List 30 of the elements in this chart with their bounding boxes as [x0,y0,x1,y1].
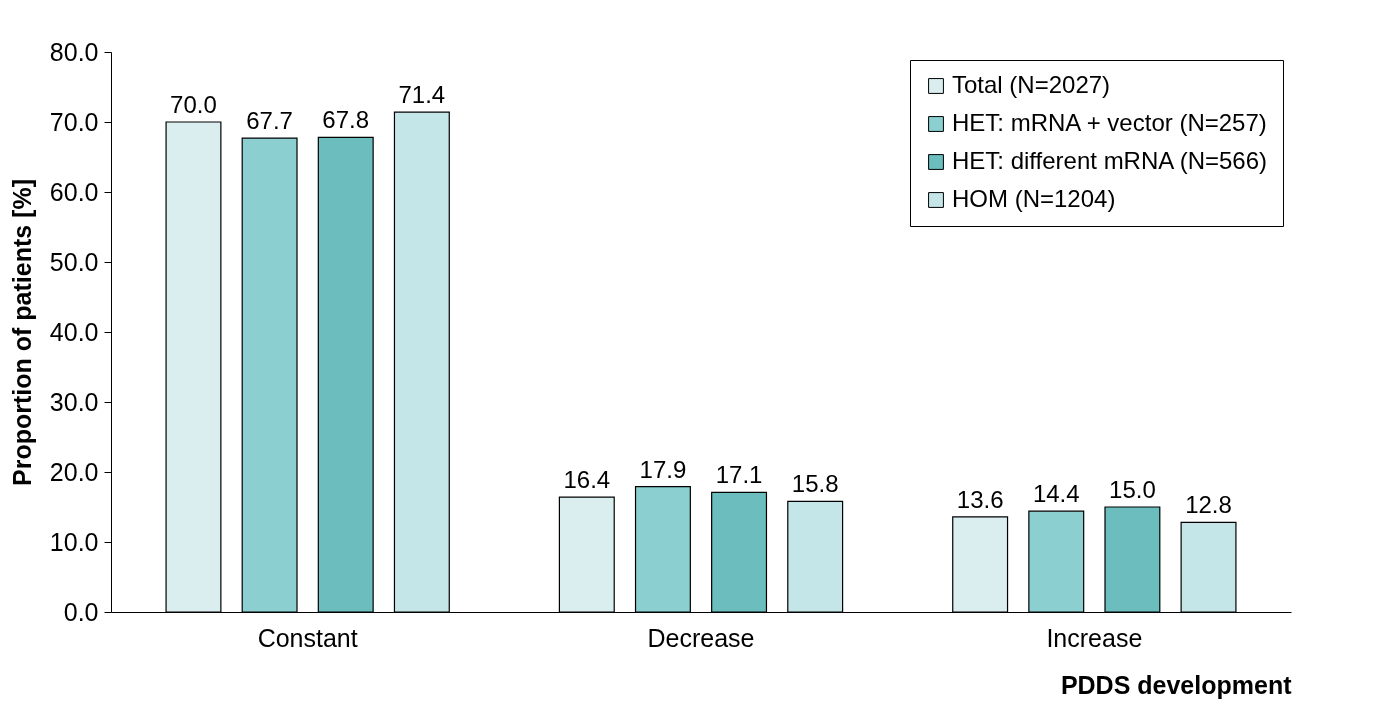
y-tick-label: 10.0 [49,527,99,556]
data-label: 15.0 [1109,476,1156,503]
legend-label: HET: different mRNA (N=566) [952,147,1268,174]
y-tick-label: 80.0 [49,37,99,66]
x-tick-label: Increase [1046,623,1143,652]
y-tick-label: 20.0 [49,457,99,486]
data-label: 67.7 [246,107,293,135]
y-tick-label: 0.0 [63,597,99,626]
legend-label: Total (N=2027) [952,71,1111,98]
x-tick-label: Decrease [647,623,755,652]
legend-label: HET: mRNA + vector (N=257) [952,109,1267,136]
data-label: 15.8 [791,470,839,498]
legend-label: HOM (N=1204) [952,185,1116,212]
data-label: 17.9 [639,455,687,483]
data-label: 14.4 [1032,480,1080,508]
x-axis-title: PDDS development [1060,670,1293,699]
data-label: 16.4 [563,466,611,494]
data-label: 67.8 [322,106,370,134]
y-tick-label: 60.0 [49,177,99,206]
x-tick-label: Constant [257,623,358,652]
y-tick-label: 70.0 [49,107,99,136]
data-label: 13.6 [956,485,1004,513]
y-tick-label: 30.0 [49,387,99,416]
data-label: 70.0 [170,91,217,118]
y-axis-title: Proportion of patients [%] [7,179,36,486]
y-tick-label: 40.0 [49,317,99,346]
y-tick-label: 50.0 [49,247,99,276]
data-label: 71.4 [398,81,446,109]
data-label: 12.8 [1185,491,1232,519]
data-label: 17.1 [715,461,763,489]
